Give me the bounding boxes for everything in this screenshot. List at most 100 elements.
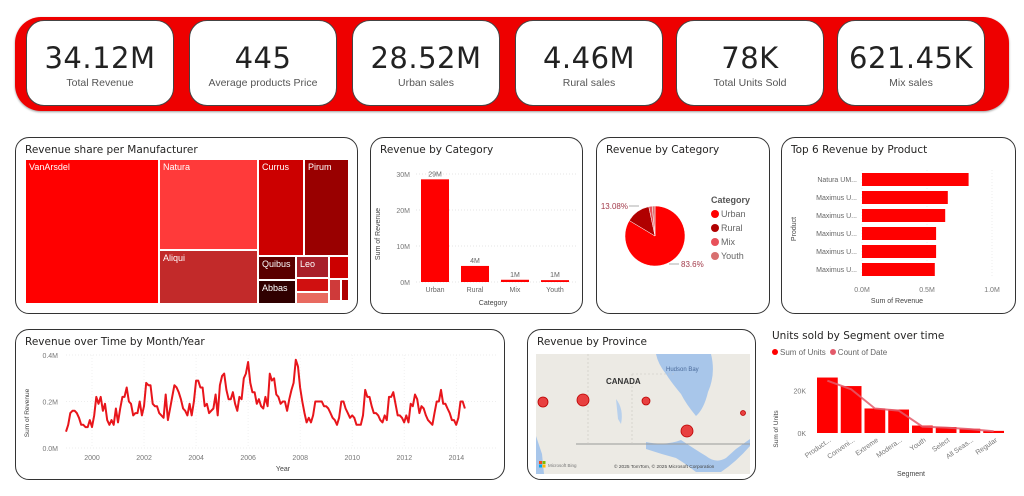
revenue-over-time-chart: Sum of Revenue Year 0.0M 0.2M 0.4M 2000 2002… — [24, 353, 498, 473]
kpi-card-urban-sales[interactable]: 28.52M Urban sales — [352, 20, 500, 106]
treemap-label: Currus — [262, 162, 290, 172]
legend-label[interactable]: Count of Date — [837, 348, 888, 357]
pie-slice-youth[interactable] — [651, 205, 656, 237]
legend-item-rural[interactable]: Rural — [711, 223, 750, 233]
kpi-label: Total Revenue — [66, 77, 134, 89]
bar-product-6[interactable] — [862, 263, 935, 276]
kpi-band: 34.12M Total Revenue 445 Average product… — [15, 17, 1009, 111]
y-axis-title: Sum of Units — [773, 410, 780, 448]
kpi-card-total-revenue[interactable]: 34.12M Total Revenue — [26, 20, 174, 106]
bar-segment-7[interactable] — [959, 428, 981, 433]
bar-youth[interactable] — [541, 280, 569, 282]
kpi-label: Average products Price — [208, 77, 318, 89]
kpi-value: 34.12M — [44, 41, 156, 75]
revenue-by-category-bar-panel[interactable]: Revenue by Category Sum of Revenue Categ… — [370, 137, 583, 314]
treemap-label: Natura — [163, 162, 191, 172]
x-tick-label: 1.0M — [984, 287, 1000, 294]
map-attribution: © 2025 TomTom, © 2025 Microsoft Corporat… — [614, 463, 715, 470]
y-tick-label: 0M — [400, 280, 410, 287]
legend-label: Mix — [721, 237, 735, 247]
x-tick-label: Youth — [546, 287, 564, 294]
count-of-date-line — [827, 379, 994, 433]
y-tick-label: Maximus U... — [816, 195, 857, 202]
treemap-cell-other[interactable] — [341, 279, 349, 301]
treemap-cell-other[interactable] — [296, 292, 329, 304]
treemap-cell-other[interactable] — [329, 279, 341, 301]
kpi-label: Urban sales — [397, 77, 455, 89]
treemap-cell-abbas[interactable]: Abbas — [258, 280, 296, 304]
revenue-by-category-pie-panel[interactable]: Revenue by Category 13.08% 83.6% Categor… — [596, 137, 770, 314]
bar-product-4[interactable] — [862, 227, 937, 240]
y-tick-label: 20M — [396, 208, 410, 215]
treemap-cell-currus[interactable]: Currus — [258, 159, 304, 256]
kpi-card-mix-sales[interactable]: 621.45K Mix sales — [837, 20, 985, 106]
map-canvas[interactable]: CANADA Hudson Bay Microsoft Bing © 2025 … — [536, 354, 750, 474]
y-tick-label: Maximus U... — [816, 231, 857, 238]
y-tick-label: Maximus U... — [816, 249, 857, 256]
y-tick-label: 0K — [797, 431, 806, 438]
top6-product-panel[interactable]: Top 6 Revenue by Product Product Sum of … — [781, 137, 1016, 314]
panel-title: Revenue by Category — [380, 144, 494, 156]
pie-chart: 13.08% 83.6% — [601, 202, 704, 269]
x-tick-label: 0.5M — [919, 287, 935, 294]
legend-dot-icon — [711, 238, 719, 246]
legend-label[interactable]: Sum of Units — [780, 348, 826, 357]
legend-item-urban[interactable]: Urban — [711, 209, 750, 219]
map-bubble-british-columbia[interactable] — [537, 396, 549, 408]
y-tick-label: Maximus U... — [816, 267, 857, 274]
map-bubble-manitoba[interactable] — [641, 396, 651, 406]
x-tick-label: 2010 — [344, 455, 360, 462]
legend-dot-icon — [711, 210, 719, 218]
treemap-label: VanArsdel — [29, 162, 70, 172]
map-bubble-ontario[interactable] — [680, 424, 694, 438]
treemap-cell-quibus[interactable]: Quibus — [258, 256, 296, 280]
treemap-label: Leo — [300, 259, 316, 269]
bar-urban[interactable] — [421, 179, 449, 282]
bar-segment-4[interactable] — [888, 409, 909, 433]
kpi-card-rural-sales[interactable]: 4.46M Rural sales — [515, 20, 663, 106]
revenue-over-time-panel[interactable]: Revenue over Time by Month/Year Sum of R… — [15, 329, 505, 480]
bar-rural[interactable] — [461, 265, 489, 282]
data-label: 1M — [550, 272, 560, 279]
kpi-card-average-price[interactable]: 445 Average products Price — [189, 20, 337, 106]
map-bubble-quebec[interactable] — [740, 410, 746, 416]
legend-label: Youth — [721, 251, 744, 261]
map-bubble-alberta[interactable] — [576, 393, 590, 407]
bar-segment-8[interactable] — [983, 430, 1004, 433]
revenue-by-province-panel[interactable]: Revenue by Province CANADA Hudson Bay — [527, 329, 756, 480]
bar-product-5[interactable] — [862, 245, 937, 258]
legend-item-youth[interactable]: Youth — [711, 251, 750, 261]
bar-segment-5[interactable] — [912, 425, 933, 433]
treemap-cell-other[interactable] — [296, 278, 329, 292]
treemap-cell-vanarsdel[interactable]: VanArsdel — [25, 159, 159, 304]
bar-segment-3[interactable] — [864, 408, 886, 433]
bar-product-3[interactable] — [862, 209, 946, 222]
bar-product-1[interactable] — [862, 173, 969, 186]
y-tick-label: 10M — [396, 244, 410, 251]
treemap-cell-other[interactable] — [329, 256, 349, 279]
treemap-cell-natura[interactable]: Natura — [159, 159, 258, 250]
bar-mix[interactable] — [501, 279, 529, 282]
legend-item-mix[interactable]: Mix — [711, 237, 750, 247]
units-by-segment-panel[interactable]: Units sold by Segment over time Sum of U… — [768, 329, 1018, 489]
bar-product-2[interactable] — [862, 191, 948, 204]
great-lakes-water — [646, 439, 750, 472]
bar-segment-6[interactable] — [935, 427, 957, 433]
legend-dot-icon — [711, 252, 719, 260]
legend-label: Urban — [721, 209, 746, 219]
treemap-panel[interactable]: Revenue share per Manufacturer VanArsdel… — [15, 137, 358, 314]
panel-title: Revenue over Time by Month/Year — [25, 336, 205, 348]
legend-title: Category — [711, 195, 751, 205]
map-water-label: Hudson Bay — [666, 367, 699, 373]
kpi-card-total-units[interactable]: 78K Total Units Sold — [676, 20, 824, 106]
treemap-cell-aliqui[interactable]: Aliqui — [159, 250, 258, 304]
bar-segment-2[interactable] — [840, 386, 862, 433]
x-tick-label: Mix — [510, 287, 521, 294]
x-tick-label: Youth — [909, 437, 928, 453]
treemap-cell-pirum[interactable]: Pirum — [304, 159, 349, 256]
x-tick-label: Select — [931, 437, 951, 454]
treemap-cell-leo[interactable]: Leo — [296, 256, 329, 278]
bar-segment-1[interactable] — [817, 377, 838, 433]
kpi-label: Mix sales — [889, 77, 933, 89]
bing-label: Microsoft Bing — [548, 463, 577, 468]
